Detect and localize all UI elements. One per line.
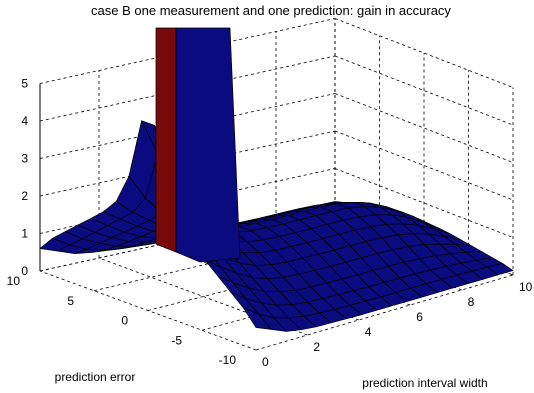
y-tick-label: -5 [171, 333, 182, 347]
y-tick-label: 0 [121, 314, 128, 328]
z-tick-label: 2 [21, 189, 28, 203]
y-tick-label: -10 [219, 353, 237, 367]
grid-line [334, 93, 514, 163]
x-tick-label: 2 [313, 340, 320, 354]
x-axis-label: prediction interval width [362, 376, 487, 390]
surface-patch [486, 263, 514, 276]
grid-line [255, 274, 514, 351]
y-axis-label: prediction error [55, 370, 136, 384]
z-tick-label: 4 [21, 114, 28, 128]
grid-line [334, 168, 514, 238]
x-tick-label: 10 [519, 280, 533, 294]
z-tick-label: 0 [21, 264, 28, 278]
x-tick-label: 6 [416, 310, 423, 324]
y-tick-label: 5 [67, 294, 74, 308]
peak-face [175, 27, 241, 263]
chart-title: case B one measurement and one predictio… [91, 3, 451, 18]
z-tick-label: 3 [21, 152, 28, 166]
y-tick-label: 10 [7, 274, 21, 288]
x-tick-label: 0 [262, 355, 269, 369]
grid-line [334, 130, 514, 201]
peak-face [155, 27, 177, 253]
grid-line [334, 18, 514, 88]
surface-mesh [39, 27, 514, 332]
grid-line [334, 55, 514, 126]
z-tick-label: 1 [21, 227, 28, 241]
z-tick-label: 5 [21, 77, 28, 91]
x-tick-label: 8 [468, 295, 475, 309]
x-tick-label: 4 [365, 325, 372, 339]
